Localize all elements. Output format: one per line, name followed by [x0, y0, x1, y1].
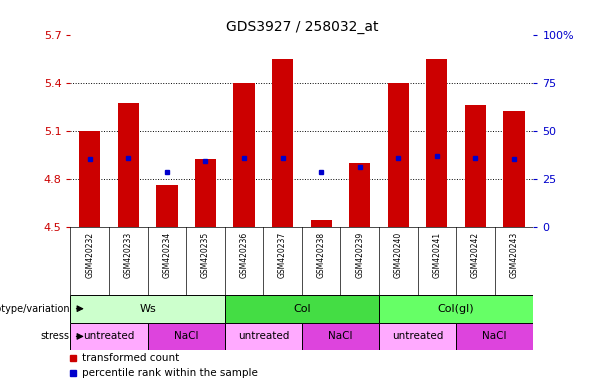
Text: Col(gl): Col(gl): [438, 304, 474, 314]
Text: GSM420243: GSM420243: [509, 232, 519, 278]
Text: GSM420237: GSM420237: [278, 232, 287, 278]
Text: Col: Col: [293, 304, 311, 314]
Text: percentile rank within the sample: percentile rank within the sample: [82, 368, 258, 378]
Text: GSM420242: GSM420242: [471, 232, 480, 278]
Text: GSM420235: GSM420235: [201, 232, 210, 278]
Text: GSM420238: GSM420238: [317, 232, 326, 278]
Bar: [379, 295, 533, 323]
Text: GSM420232: GSM420232: [85, 232, 94, 278]
Text: untreated: untreated: [83, 331, 135, 341]
Text: NaCl: NaCl: [482, 331, 507, 341]
Text: GSM420240: GSM420240: [394, 232, 403, 278]
Bar: [311, 220, 332, 227]
Text: GSM420241: GSM420241: [432, 232, 441, 278]
Text: transformed count: transformed count: [82, 353, 180, 363]
Bar: [225, 295, 379, 323]
Text: NaCl: NaCl: [328, 331, 352, 341]
Text: GSM420239: GSM420239: [356, 232, 364, 278]
Text: NaCl: NaCl: [174, 331, 199, 341]
Bar: [465, 105, 486, 227]
Bar: [148, 323, 225, 350]
Bar: [349, 162, 370, 227]
Bar: [156, 185, 178, 227]
Bar: [426, 58, 447, 227]
Bar: [234, 83, 254, 227]
Text: untreated: untreated: [392, 331, 443, 341]
Bar: [302, 323, 379, 350]
Bar: [272, 58, 293, 227]
Bar: [118, 103, 139, 227]
Text: GSM420233: GSM420233: [124, 232, 133, 278]
Bar: [70, 323, 148, 350]
Bar: [456, 323, 533, 350]
Text: GSM420236: GSM420236: [240, 232, 248, 278]
Bar: [503, 111, 525, 227]
Bar: [79, 131, 101, 227]
Text: Ws: Ws: [139, 304, 156, 314]
Bar: [379, 323, 456, 350]
Bar: [225, 323, 302, 350]
Text: genotype/variation: genotype/variation: [0, 304, 70, 314]
Bar: [195, 159, 216, 227]
Text: GSM420234: GSM420234: [162, 232, 172, 278]
Bar: [70, 295, 225, 323]
Text: stress: stress: [40, 331, 70, 341]
Title: GDS3927 / 258032_at: GDS3927 / 258032_at: [226, 20, 378, 33]
Bar: [387, 83, 409, 227]
Text: untreated: untreated: [238, 331, 289, 341]
